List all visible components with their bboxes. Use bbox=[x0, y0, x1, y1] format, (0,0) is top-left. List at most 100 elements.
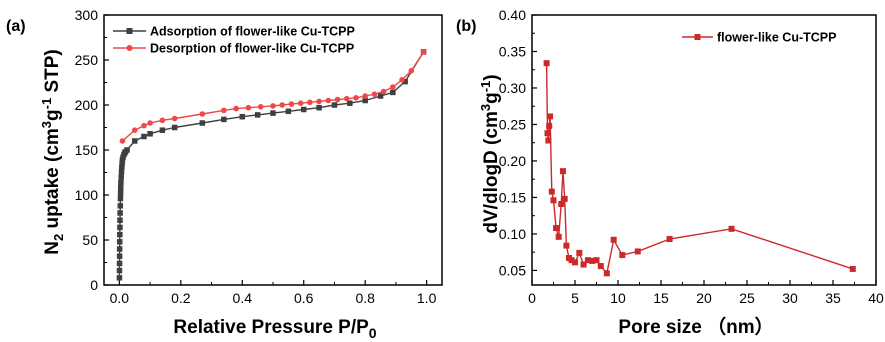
data-point bbox=[561, 195, 568, 202]
y-tick-label: 0.25 bbox=[499, 116, 526, 132]
data-point bbox=[147, 120, 153, 126]
data-point bbox=[117, 195, 124, 202]
y-tick-label: 300 bbox=[75, 7, 99, 23]
data-point bbox=[572, 259, 578, 266]
panel-label-b: (b) bbox=[456, 18, 476, 35]
x-tick-label: 0.0 bbox=[110, 290, 130, 306]
data-point bbox=[593, 257, 600, 264]
y-tick-label: 0.10 bbox=[499, 226, 526, 242]
data-point bbox=[580, 261, 587, 268]
data-point bbox=[147, 131, 153, 137]
data-point bbox=[131, 127, 138, 133]
data-point bbox=[334, 96, 341, 103]
y-tick-label: 150 bbox=[75, 142, 99, 158]
data-point bbox=[118, 174, 124, 180]
data-point bbox=[390, 89, 396, 96]
data-point bbox=[316, 104, 322, 111]
data-point bbox=[728, 225, 735, 232]
data-point bbox=[270, 103, 276, 109]
data-point bbox=[307, 99, 313, 106]
data-point bbox=[288, 101, 295, 107]
panel-b-y-axis-title: dV/dlogD (cm3g-1) bbox=[478, 74, 502, 233]
data-point bbox=[199, 120, 206, 126]
plot-frame bbox=[531, 14, 877, 286]
data-point bbox=[589, 257, 596, 264]
x-tick-label: 20 bbox=[696, 290, 712, 306]
y-tick-label: 0.40 bbox=[499, 7, 526, 23]
svg-text:N2 uptake (cm3g-1 STP): N2 uptake (cm3g-1 STP) bbox=[39, 49, 66, 255]
data-point bbox=[119, 138, 126, 144]
y-tick-label: 0.30 bbox=[499, 80, 526, 96]
data-point bbox=[543, 60, 550, 67]
x-tick-label: 40 bbox=[868, 290, 884, 306]
data-point bbox=[408, 68, 415, 74]
x-tick-label: 0 bbox=[528, 290, 536, 306]
data-point bbox=[545, 137, 552, 144]
panel-b-plot-area: 0 5 10 15 20 25 30 35 40 0.05 0.10 0.15 0.20 0.25 0.30… bbox=[499, 7, 884, 306]
data-point bbox=[117, 210, 123, 216]
data-point bbox=[117, 224, 123, 231]
data-point bbox=[159, 117, 166, 124]
legend-marker-2 bbox=[126, 45, 133, 51]
data-point bbox=[402, 78, 408, 85]
x-tick-label: 0.4 bbox=[233, 290, 253, 306]
data-point bbox=[597, 263, 604, 270]
y-tick-label: 0 bbox=[90, 277, 98, 293]
data-point bbox=[347, 100, 353, 106]
x-tick-label: 0.6 bbox=[294, 290, 314, 306]
data-point bbox=[116, 260, 123, 267]
series-line-1 bbox=[545, 63, 854, 275]
panel-a-plot-area: 0.0 0.2 0.4 0.6 0.8 1.0 0 50 100 150 200 250 300 Adso… bbox=[75, 7, 443, 306]
panel-label-a: (a) bbox=[6, 18, 26, 35]
data-point bbox=[117, 185, 124, 191]
data-point bbox=[141, 133, 147, 140]
data-point bbox=[563, 242, 570, 249]
data-point bbox=[666, 236, 673, 243]
data-point bbox=[546, 122, 553, 129]
x-tick-label: 1.0 bbox=[417, 290, 437, 306]
data-point bbox=[297, 100, 304, 106]
panel-a-y-axis-title: N2 uptake (cm3g-1 STP) bbox=[39, 49, 66, 255]
data-point bbox=[362, 97, 368, 104]
data-point bbox=[362, 93, 368, 99]
series-line-1 bbox=[118, 51, 425, 278]
y-tick-label: 250 bbox=[75, 52, 99, 68]
data-point bbox=[118, 168, 125, 175]
data-point bbox=[116, 275, 123, 281]
data-point bbox=[171, 124, 178, 131]
x-tick-label: 30 bbox=[782, 290, 798, 306]
x-tick-label: 0.2 bbox=[171, 290, 191, 306]
data-point bbox=[118, 179, 124, 186]
y-tick-label: 0.05 bbox=[499, 262, 526, 278]
data-point bbox=[547, 113, 554, 120]
panel-a-x-axis-title: Relative Pressure P/P0 bbox=[173, 317, 376, 341]
data-point bbox=[603, 270, 610, 277]
data-point bbox=[257, 104, 264, 110]
data-point bbox=[124, 147, 130, 153]
data-point bbox=[117, 217, 123, 223]
data-point bbox=[576, 249, 583, 256]
data-point bbox=[553, 225, 560, 232]
plot-frame bbox=[103, 14, 443, 286]
y-tick-label: 0.15 bbox=[499, 189, 526, 205]
data-point bbox=[559, 168, 566, 175]
data-point bbox=[377, 93, 384, 99]
data-point bbox=[117, 231, 123, 238]
data-point bbox=[270, 110, 276, 116]
data-point bbox=[371, 91, 378, 97]
data-point bbox=[343, 95, 350, 102]
data-point bbox=[558, 201, 565, 207]
data-point bbox=[619, 252, 626, 259]
y-tick-label: 0.35 bbox=[499, 43, 526, 59]
data-point bbox=[555, 233, 562, 240]
x-tick-label: 10 bbox=[610, 290, 626, 306]
x-tick-label: 0.8 bbox=[355, 290, 375, 306]
x-tick-label: 25 bbox=[739, 290, 755, 306]
data-point bbox=[634, 248, 641, 255]
data-point bbox=[221, 116, 227, 123]
data-point bbox=[279, 102, 286, 108]
data-point bbox=[254, 112, 261, 118]
legend-label-1: Adsorption of flower-like Cu-TCPP bbox=[150, 25, 355, 39]
legend-label-2: Desorption of flower-like Cu-TCPP bbox=[150, 42, 354, 56]
